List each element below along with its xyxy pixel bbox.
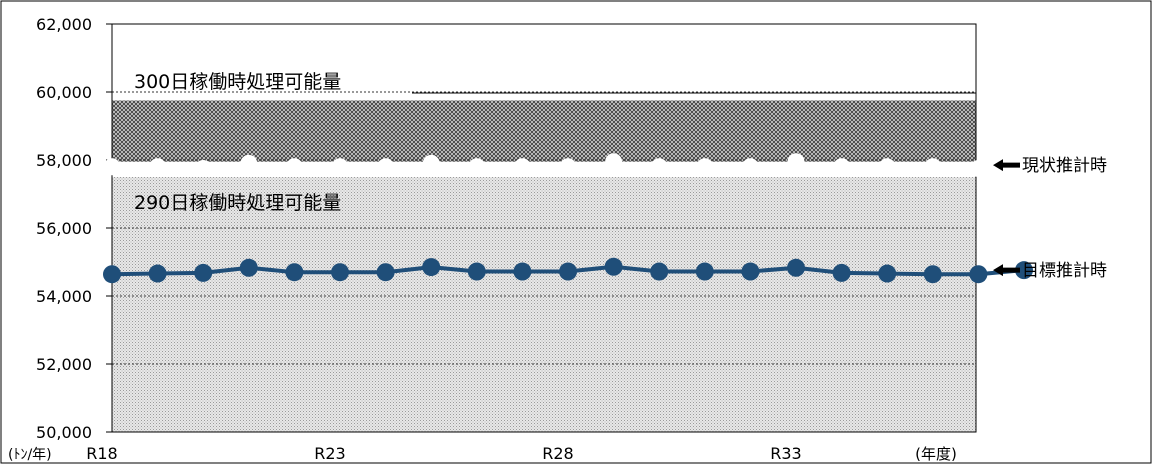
series-0-point-18 (924, 158, 942, 176)
series-1-point-7 (422, 258, 441, 277)
x-tick-label-0: R18 (86, 444, 117, 463)
series-0-point-4 (285, 158, 303, 176)
series-0-point-11 (605, 153, 623, 171)
series-0-point-5 (331, 158, 349, 176)
series-1-point-3 (239, 258, 258, 277)
series-0-point-9 (513, 158, 531, 176)
legend-label-1: 目標推計時 (1022, 261, 1107, 281)
series-0-point-2 (194, 160, 212, 177)
series-0-point-14 (741, 158, 759, 176)
band-label-300-days: 300日稼働時処理可能量 (134, 71, 341, 93)
series-1-point-8 (467, 262, 486, 281)
series-0-point-1 (149, 158, 167, 176)
series-1-point-14 (741, 262, 760, 281)
y-tick-label-1: 52,000 (36, 355, 92, 374)
y-tick-label-5: 60,000 (36, 83, 92, 102)
x-axis-unit-label: (ﾄﾝ/年) (8, 447, 52, 463)
capacity-band-0 (112, 177, 976, 432)
series-0-point-13 (696, 158, 714, 176)
series-1-point-5 (331, 263, 349, 282)
series-1-point-6 (376, 263, 395, 282)
series-0-point-15 (787, 153, 805, 171)
series-1-point-13 (695, 262, 714, 281)
series-0-point-17 (878, 158, 896, 176)
series-1-point-9 (513, 262, 532, 281)
series-1-point-11 (604, 257, 623, 276)
series-1-point-19 (969, 265, 988, 284)
series-1-point-0 (103, 265, 121, 284)
series-1-point-1 (148, 264, 167, 283)
series-0-point-8 (468, 158, 486, 176)
x-tick-label-1: R23 (314, 444, 345, 463)
series-1-point-17 (878, 264, 897, 283)
x-tick-label-2: R28 (542, 444, 573, 463)
y-tick-label-2: 54,000 (36, 287, 92, 306)
y-tick-label-6: 62,000 (36, 15, 92, 34)
legend-label-0: 現状推計時 (1022, 156, 1107, 176)
legend-arrow-icon-1 (993, 264, 1020, 277)
y-tick-label-0: 50,000 (36, 423, 92, 442)
series-1-point-10 (559, 262, 577, 281)
series-1-point-16 (832, 263, 851, 282)
series-1-point-18 (923, 265, 942, 284)
band-label-290-days: 290日稼働時処理可能量 (134, 192, 341, 214)
series-1-point-15 (787, 258, 805, 277)
series-0-point-19 (969, 160, 987, 177)
x-tick-label-3: R33 (770, 444, 801, 463)
series-0-point-16 (833, 158, 851, 176)
series-0-point-6 (377, 158, 395, 176)
y-tick-label-4: 58,000 (36, 151, 92, 170)
x-axis-end-label: (年度) (915, 445, 957, 463)
y-tick-label-3: 56,000 (36, 219, 92, 238)
series-1-point-20 (1015, 261, 1033, 280)
series-0-point-10 (559, 158, 577, 176)
series-0-point-0 (103, 158, 121, 176)
capacity-band-1 (112, 100, 976, 162)
series-0-point-7 (422, 154, 440, 172)
series-1-point-4 (285, 263, 304, 282)
series-0-point-12 (650, 158, 668, 176)
series-1-point-12 (650, 262, 669, 281)
series-0-point-3 (240, 154, 258, 172)
series-1-point-2 (194, 263, 213, 282)
legend-arrow-icon-0 (993, 159, 1020, 172)
